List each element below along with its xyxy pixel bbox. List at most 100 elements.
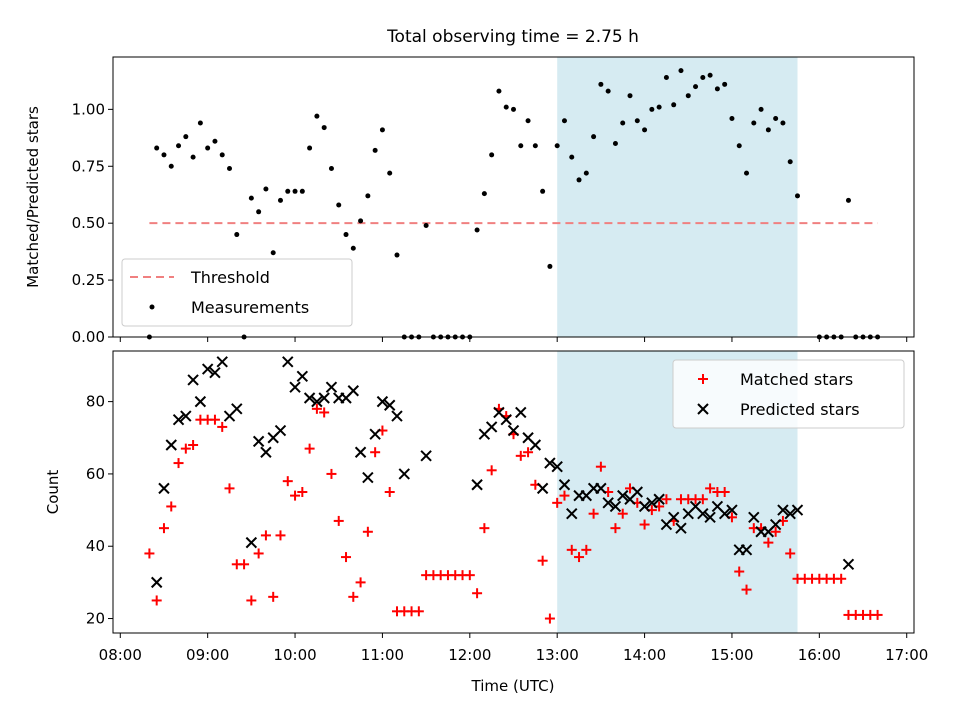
measurement-point [234, 232, 240, 238]
matched-point [697, 494, 708, 505]
cross-stroke [558, 479, 571, 491]
x-tick-label: 16:00 [798, 646, 841, 664]
matched-point [566, 544, 577, 555]
cross-stroke [646, 497, 658, 509]
cross-stroke [631, 486, 643, 498]
legend-matched-label: Matched stars [740, 370, 853, 389]
measurement-point [540, 188, 546, 194]
cross-stroke [172, 413, 185, 426]
cross-stroke [551, 460, 563, 473]
measurement-point [212, 138, 218, 144]
legend-predicted-label: Predicted stars [740, 400, 860, 419]
cross-stroke [165, 439, 177, 451]
cross-stroke [667, 511, 680, 524]
top-shaded-span [557, 57, 798, 337]
predicted-point [296, 370, 309, 383]
matched-point [260, 530, 271, 541]
matched-point [639, 519, 650, 530]
matched-point [304, 443, 315, 454]
predicted-point [777, 504, 789, 516]
measurement-point [794, 193, 800, 199]
cross-stroke [784, 507, 796, 520]
cross-stroke [398, 468, 410, 480]
matched-point [282, 476, 293, 487]
matched-point [595, 461, 606, 472]
predicted-point [245, 536, 258, 549]
measurement-point [176, 143, 182, 149]
bottom-y-axis-label: Count [44, 470, 62, 515]
measurement-point [744, 170, 750, 176]
x-tick-label: 17:00 [885, 646, 928, 664]
predicted-point [172, 413, 185, 426]
predicted-point [274, 424, 287, 437]
cross-stroke [689, 500, 702, 513]
cross-stroke [748, 511, 760, 524]
matched-point [734, 566, 745, 577]
cross-stroke [231, 403, 243, 415]
measurement-point [358, 218, 364, 224]
measurement-point [219, 152, 225, 158]
cross-stroke [602, 497, 614, 509]
star-count-points [144, 356, 883, 624]
predicted-point [740, 544, 753, 556]
measurement-point [758, 106, 764, 112]
y-tick-label: 40 [86, 537, 105, 555]
predicted-point [180, 410, 192, 422]
measurement-point [598, 81, 604, 87]
measurement-point [780, 120, 786, 126]
cross-stroke [791, 504, 804, 516]
measurement-point [547, 263, 553, 269]
matched-point [523, 447, 534, 458]
predicted-point [769, 518, 782, 531]
measurement-points [146, 68, 881, 340]
measurement-point [314, 113, 320, 119]
predicted-point [791, 504, 804, 516]
predicted-point [384, 399, 396, 411]
matched-point [253, 548, 264, 559]
matched-point [209, 414, 220, 425]
matched-point [290, 490, 301, 501]
predicted-point [697, 507, 709, 520]
matched-point [348, 591, 359, 602]
cross-stroke [384, 399, 396, 411]
predicted-point [507, 424, 520, 437]
x-tick-label: 15:00 [710, 646, 753, 664]
measurement-point [307, 145, 313, 151]
cross-stroke [158, 482, 170, 495]
x-tick-label: 14:00 [623, 646, 666, 664]
measurement-point [678, 68, 684, 74]
predicted-point [347, 385, 360, 397]
legend-threshold-label: Threshold [190, 268, 270, 287]
matched-point [785, 548, 796, 559]
cross-stroke [529, 439, 542, 451]
measurement-point [736, 143, 742, 149]
matched-point [180, 443, 191, 454]
predicted-point [311, 395, 323, 408]
measurement-point [350, 245, 356, 251]
measurement-point [787, 159, 793, 165]
predicted-point [595, 482, 607, 495]
measurement-point [627, 93, 633, 99]
cross-stroke [369, 428, 381, 440]
matched-point [472, 588, 483, 599]
top-x-tick-marks [119, 337, 908, 342]
x-tick-label: 12:00 [448, 646, 491, 664]
measurement-point [612, 141, 618, 147]
bottom-x-axis: 08:00 09:00 10:00 11:00 12:00 13:00 14:00 15:00… [99, 633, 928, 664]
measurement-point [620, 120, 626, 126]
bottom-panel: 20 40 60 80 08:00 09:00 10:00 11:00 12:00 13:00 1… [44, 350, 928, 695]
measurement-point [773, 115, 779, 121]
cross-stroke [150, 576, 163, 589]
measurement-point [227, 166, 233, 172]
measurement-point [256, 209, 262, 215]
cross-stroke [777, 504, 789, 516]
matched-point [275, 530, 286, 541]
measurement-point [372, 147, 378, 153]
cross-stroke [536, 482, 549, 495]
matched-point [617, 508, 628, 519]
predicted-point [354, 446, 367, 458]
cross-stroke [187, 374, 199, 386]
matched-point [872, 609, 883, 620]
matched-point [705, 483, 716, 494]
measurement-point [496, 88, 502, 94]
